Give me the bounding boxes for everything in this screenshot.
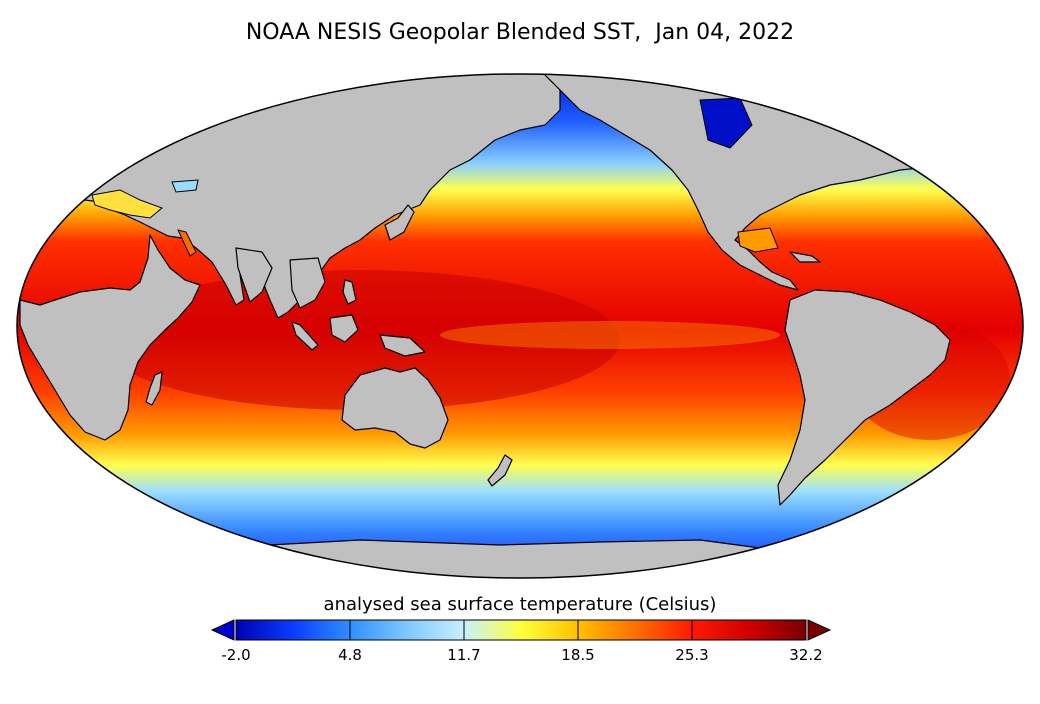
black-sea	[171, 179, 199, 193]
land-new-guinea	[379, 334, 426, 357]
land-africa	[19, 234, 201, 441]
colorbar-tick-label: -2.0	[221, 646, 251, 664]
equatorial-cold-tongue	[440, 321, 780, 349]
land-new-zealand	[487, 454, 513, 487]
land-india	[235, 247, 273, 303]
land-japan	[384, 204, 415, 241]
colorbar-label: analysed sea surface temperature (Celsiu…	[323, 594, 717, 615]
gulf-of-mexico	[737, 227, 779, 253]
land-borneo	[329, 314, 359, 343]
colorbar-min-arrow	[210, 619, 235, 641]
land-madagascar	[145, 371, 163, 406]
land-australia	[341, 367, 449, 449]
land-cuba	[789, 251, 821, 263]
land-indochina	[289, 257, 326, 309]
colorbar-max-arrow	[807, 619, 832, 641]
land-philippines	[342, 279, 357, 305]
colorbar-ticks	[235, 620, 807, 640]
colorbar-tick-label: 4.8	[338, 646, 362, 664]
land-sumatra	[291, 321, 319, 351]
colorbar-tick-label: 18.5	[561, 646, 595, 664]
land-south-america	[777, 289, 951, 506]
colorbar-bar	[235, 619, 807, 641]
colorbar-tick-label: 25.3	[675, 646, 709, 664]
map-title: NOAA NESIS Geopolar Blended SST, Jan 04,…	[245, 20, 795, 45]
red-sea	[177, 229, 197, 257]
globe-outline	[16, 73, 1024, 579]
colorbar-tick-label: 32.2	[789, 646, 823, 664]
mediterranean-sea	[91, 189, 163, 219]
warm-pool-region	[100, 270, 620, 410]
colorbar-tick-label: 11.7	[447, 646, 481, 664]
